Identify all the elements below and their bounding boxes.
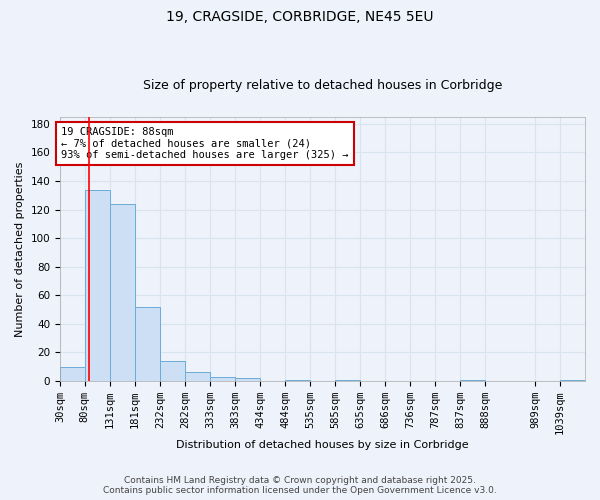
Bar	[285, 380, 310, 381]
Bar	[85, 190, 110, 381]
Bar	[560, 380, 585, 381]
Bar	[60, 366, 85, 381]
Text: Contains HM Land Registry data © Crown copyright and database right 2025.
Contai: Contains HM Land Registry data © Crown c…	[103, 476, 497, 495]
Bar	[160, 361, 185, 381]
Bar	[235, 378, 260, 381]
X-axis label: Distribution of detached houses by size in Corbridge: Distribution of detached houses by size …	[176, 440, 469, 450]
Bar	[460, 380, 485, 381]
Title: Size of property relative to detached houses in Corbridge: Size of property relative to detached ho…	[143, 79, 502, 92]
Bar	[135, 306, 160, 381]
Bar	[185, 372, 210, 381]
Y-axis label: Number of detached properties: Number of detached properties	[15, 161, 25, 336]
Text: 19 CRAGSIDE: 88sqm
← 7% of detached houses are smaller (24)
93% of semi-detached: 19 CRAGSIDE: 88sqm ← 7% of detached hous…	[61, 127, 349, 160]
Bar	[210, 376, 235, 381]
Text: 19, CRAGSIDE, CORBRIDGE, NE45 5EU: 19, CRAGSIDE, CORBRIDGE, NE45 5EU	[166, 10, 434, 24]
Bar	[335, 380, 360, 381]
Bar	[110, 204, 135, 381]
